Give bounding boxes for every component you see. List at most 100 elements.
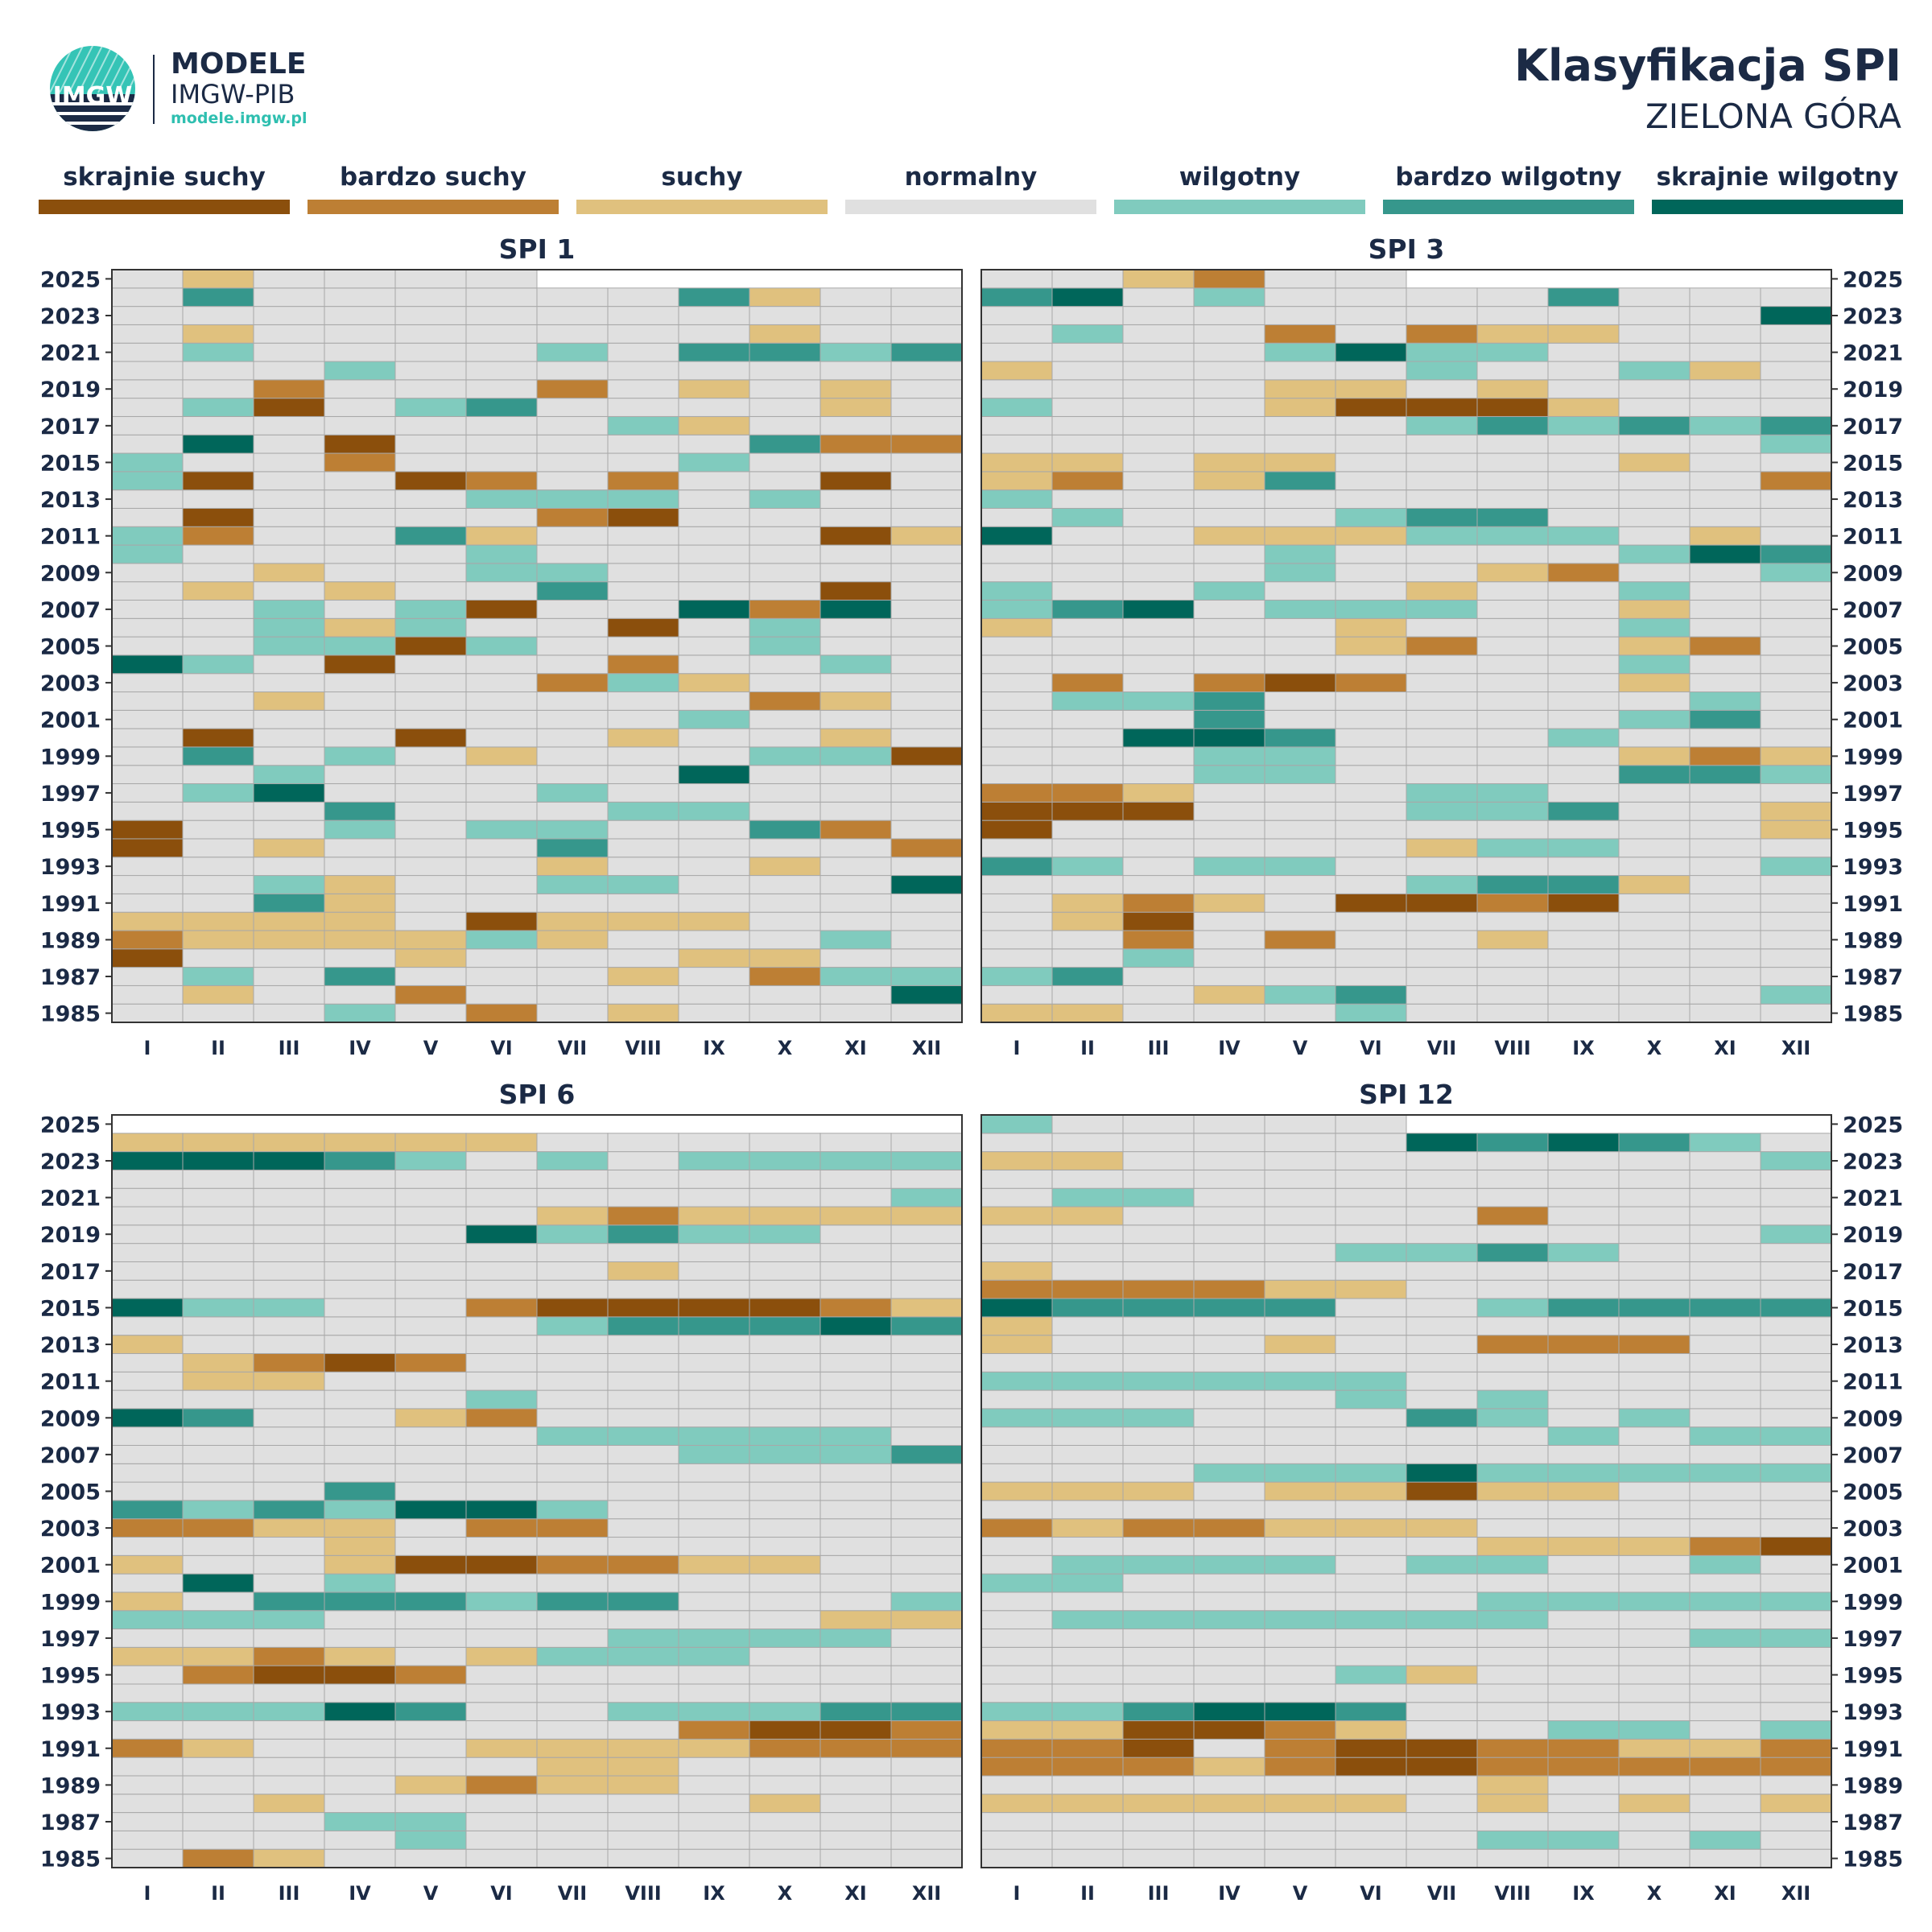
heatmap-cell <box>1547 1757 1620 1777</box>
heatmap-cell <box>1122 1187 1195 1208</box>
heatmap-cell <box>890 1848 963 1868</box>
heatmap-cell <box>324 617 396 638</box>
heatmap-cell <box>324 1573 396 1593</box>
heatmap-cell <box>980 1169 1053 1189</box>
heatmap-cell <box>1689 471 1761 491</box>
plot-background <box>981 1115 1831 1868</box>
heatmap-cell <box>980 507 1053 527</box>
heatmap-cell <box>1335 1738 1407 1758</box>
heatmap-cell <box>324 1702 396 1722</box>
heatmap-cell <box>980 599 1053 619</box>
heatmap-cell <box>536 673 609 693</box>
heatmap-cell <box>536 746 609 766</box>
heatmap-cell <box>1618 857 1690 877</box>
heatmap-cell <box>1689 691 1761 711</box>
heatmap-cell <box>324 673 396 693</box>
heatmap-cell <box>678 1463 750 1483</box>
heatmap-cell <box>1193 1371 1265 1391</box>
heatmap-cell <box>1122 1646 1195 1666</box>
heatmap-cell <box>182 617 254 638</box>
heatmap-cell <box>1406 507 1478 527</box>
heatmap-cell <box>1618 673 1690 693</box>
heatmap-cell <box>1122 1316 1195 1336</box>
heatmap-cell <box>1193 599 1265 619</box>
heatmap-cell <box>182 893 254 913</box>
heatmap-cell <box>1406 1757 1478 1777</box>
heatmap-cell <box>1264 1500 1336 1520</box>
heatmap-cell <box>1193 691 1265 711</box>
heatmap-cell <box>678 1646 750 1666</box>
heatmap-cell <box>1122 398 1195 417</box>
y-tick-label: 2009 <box>1843 561 1903 586</box>
heatmap-cell <box>1547 1775 1620 1795</box>
heatmap-cell <box>465 1352 538 1373</box>
heatmap-cell <box>1051 1665 1124 1685</box>
heatmap-cell <box>1264 324 1336 344</box>
heatmap-cell <box>749 1702 821 1722</box>
heatmap-cell <box>678 1610 750 1630</box>
heatmap-cell <box>182 1812 254 1831</box>
heatmap-cell <box>394 1591 467 1612</box>
heatmap-cell <box>1193 287 1265 308</box>
heatmap-cell <box>607 1518 679 1538</box>
heatmap-cell <box>394 434 467 454</box>
heatmap-cell <box>1335 948 1407 968</box>
heatmap-cell <box>182 1444 254 1464</box>
heatmap-cell <box>1193 452 1265 473</box>
heatmap-cell <box>1335 1003 1407 1023</box>
heatmap-cell <box>819 765 892 785</box>
heatmap-cell <box>1760 838 1832 858</box>
heatmap-cell <box>1476 1444 1549 1464</box>
heatmap-cell <box>607 1775 679 1795</box>
heatmap-cell <box>1051 838 1124 858</box>
y-tick-label: 2017 <box>1843 415 1903 440</box>
heatmap-cell <box>394 1408 467 1428</box>
heatmap-cell <box>253 581 325 601</box>
heatmap-cell <box>394 361 467 381</box>
heatmap-cell <box>678 306 750 325</box>
legend-swatch <box>1652 200 1903 214</box>
heatmap-cell <box>1618 361 1690 381</box>
heatmap-cell <box>1689 1206 1761 1226</box>
x-tick-label: VI <box>1360 1037 1382 1059</box>
heatmap-cell <box>182 1279 254 1299</box>
heatmap-cell <box>678 1554 750 1575</box>
heatmap-cell <box>1406 709 1478 729</box>
heatmap-cell <box>1476 1629 1549 1648</box>
heatmap-cell <box>1335 1665 1407 1685</box>
heatmap-cell <box>1689 544 1761 564</box>
heatmap-cell <box>1193 1444 1265 1464</box>
heatmap-cell <box>1335 893 1407 913</box>
heatmap-cell <box>890 967 963 986</box>
heatmap-cell <box>819 1629 892 1648</box>
heatmap-cell <box>890 1573 963 1593</box>
heatmap-cell <box>1335 1279 1407 1299</box>
heatmap-cell <box>819 1371 892 1391</box>
heatmap-cell <box>182 1610 254 1630</box>
heatmap-cell <box>1051 893 1124 913</box>
heatmap-cell <box>678 581 750 601</box>
heatmap-cell <box>1547 1206 1620 1226</box>
x-tick-label: IX <box>703 1882 725 1905</box>
heatmap-cell <box>749 398 821 417</box>
heatmap-cell <box>465 967 538 986</box>
heatmap-cell <box>980 930 1053 950</box>
heatmap-cell <box>182 581 254 601</box>
heatmap-cell <box>1760 306 1832 325</box>
heatmap-cell <box>253 691 325 711</box>
heatmap-cell <box>1406 930 1478 950</box>
heatmap-cell <box>111 269 184 289</box>
heatmap-cell <box>465 930 538 950</box>
heatmap-cell <box>394 1298 467 1318</box>
heatmap-cell <box>1264 875 1336 894</box>
heatmap-cell <box>536 1554 609 1575</box>
heatmap-cell <box>536 1629 609 1648</box>
brand-url-link[interactable]: modele.imgw.pl <box>171 109 308 127</box>
heatmap-cell <box>394 819 467 840</box>
heatmap-cell <box>749 1629 821 1648</box>
heatmap-cell <box>182 985 254 1005</box>
heatmap-cell <box>1051 911 1124 931</box>
heatmap-cell <box>324 1187 396 1208</box>
heatmap-cell <box>1476 617 1549 638</box>
heatmap-cell <box>1618 1720 1690 1740</box>
